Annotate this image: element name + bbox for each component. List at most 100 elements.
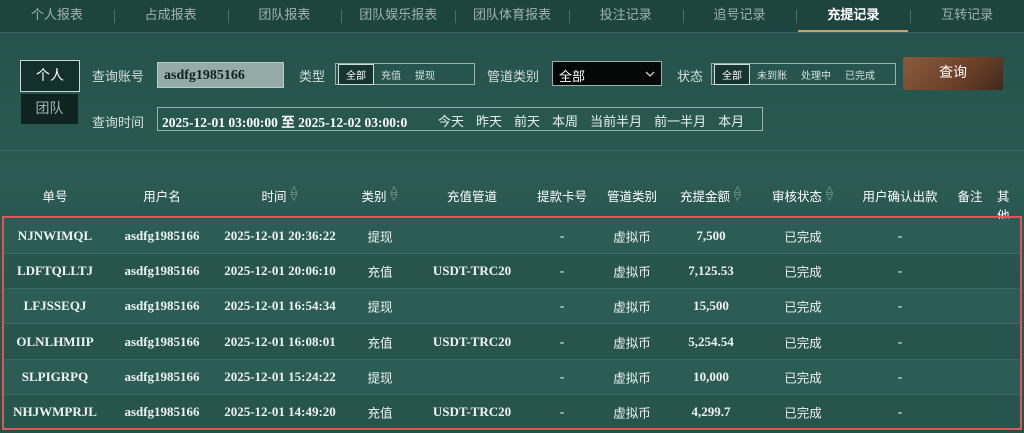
status-options: 全部 未到账 处理中 已完成 (711, 63, 896, 85)
cell-type: 充值 (367, 405, 393, 421)
quick-range[interactable]: 本月 (718, 115, 745, 130)
cell-time: 2025-12-01 16:08:01 (224, 333, 336, 349)
tab[interactable]: 团队娱乐报表 (359, 8, 438, 23)
quick-range[interactable]: 前一半月 (654, 115, 707, 130)
highlight-box (2, 216, 1022, 430)
cell-type: 充值 (367, 264, 393, 280)
cell-confirm: - (897, 368, 903, 384)
column-header: 充提金额 (679, 189, 731, 204)
status-label: 状态 (677, 70, 704, 85)
tab[interactable]: 占成报表 (144, 8, 197, 23)
table-row (4, 219, 1020, 254)
scope-personal[interactable]: 个人 (20, 60, 80, 92)
table-row (4, 254, 1020, 290)
cell-time: 2025-12-01 20:36:22 (224, 228, 336, 243)
cell-confirm: - (897, 228, 903, 243)
tab[interactable]: 追号记录 (713, 8, 766, 23)
channel-select[interactable]: 全部 (552, 61, 662, 86)
divider (0, 150, 1024, 151)
column-header: 审核状态 (771, 189, 823, 204)
account-label: 查询账号 (92, 70, 145, 85)
sort-icon: △ ▽ (734, 185, 741, 203)
cell-id: SLPIGRPQ (21, 368, 89, 384)
column-header: 提款卡号 (536, 189, 588, 204)
cell-card: - (559, 228, 565, 243)
tab-separator (341, 10, 343, 23)
tab[interactable]: 互转记录 (941, 8, 994, 23)
tab-separator (910, 10, 912, 23)
cell-time: 2025-12-01 20:06:10 (224, 263, 336, 279)
scope-team[interactable]: 团队 (21, 94, 78, 124)
cell-method: 虚拟币 (613, 229, 651, 245)
column-header: 类别 (361, 189, 387, 204)
cell-card: - (559, 368, 565, 384)
time-label: 查询时间 (92, 116, 145, 131)
cell-method: 虚拟币 (613, 335, 651, 351)
cell-amount: 10,000 (693, 368, 729, 384)
tab[interactable]: 个人报表 (30, 8, 83, 23)
cell-status: 已完成 (784, 299, 822, 315)
account-input[interactable]: asdfg1985166 (157, 62, 284, 88)
table-row (4, 359, 1020, 395)
quick-ranges: 今天 昨天 前天 本周 当前半月 前一半月 本月 (438, 111, 744, 130)
cell-type: 充值 (367, 335, 393, 351)
cell-type: 提现 (367, 229, 393, 245)
sort-icon: △ ▽ (826, 185, 833, 203)
query-button[interactable]: 查询 (903, 57, 1003, 90)
cell-time: 2025-12-01 15:24:22 (224, 368, 336, 384)
cell-user: asdfg1985166 (124, 228, 200, 243)
cell-channel: USDT-TRC20 (432, 263, 512, 279)
cell-type: 提现 (367, 370, 393, 386)
cell-confirm: - (897, 333, 903, 349)
tab[interactable]: 充提记录 (798, 0, 909, 32)
cell-amount: 5,254.54 (688, 333, 734, 349)
option[interactable]: 全部 (338, 63, 374, 85)
cell-method: 虚拟币 (613, 299, 651, 315)
column-header: 管道类别 (606, 189, 658, 204)
cell-time: 2025-12-01 14:49:20 (224, 404, 336, 419)
type-label: 类型 (299, 70, 326, 85)
cell-status: 已完成 (784, 335, 822, 351)
cell-id: NJNWIMQL (17, 228, 93, 243)
cell-amount: 4,299.7 (691, 404, 731, 419)
time-range[interactable]: 2025-12-01 03:00:00 至 2025-12-02 03:00:0 (162, 115, 408, 130)
cell-channel: USDT-TRC20 (432, 333, 512, 349)
tab-separator (796, 10, 798, 23)
tab-separator (455, 10, 457, 23)
option[interactable]: 处理中 (801, 70, 831, 82)
tab[interactable]: 投注记录 (599, 8, 652, 23)
cell-status: 已完成 (784, 229, 822, 245)
column-header: 时间 (261, 189, 287, 204)
channel-label: 管道类别 (487, 70, 540, 85)
cell-confirm: - (897, 404, 903, 419)
option[interactable]: 已完成 (845, 70, 875, 82)
quick-range[interactable]: 前天 (514, 115, 541, 130)
quick-range[interactable]: 当前半月 (590, 115, 643, 130)
cell-type: 提现 (367, 299, 393, 315)
cell-card: - (559, 298, 565, 314)
cell-status: 已完成 (784, 264, 822, 280)
column-header: 备注 (957, 189, 983, 204)
cell-user: asdfg1985166 (124, 404, 200, 419)
option[interactable]: 充值 (381, 70, 401, 82)
quick-range[interactable]: 昨天 (476, 115, 503, 130)
sort-icon: △ ▽ (390, 185, 398, 203)
cell-card: - (559, 404, 565, 419)
option[interactable]: 全部 (714, 63, 750, 85)
quick-range[interactable]: 今天 (438, 115, 465, 130)
tab-separator (568, 10, 570, 23)
cell-user: asdfg1985166 (124, 333, 200, 349)
column-header: 充值管道 (446, 189, 498, 204)
quick-range[interactable]: 本周 (552, 115, 579, 130)
tab-separator (113, 10, 115, 23)
column-header: 用户名 (143, 189, 181, 204)
tab[interactable]: 团队体育报表 (472, 8, 551, 23)
option[interactable]: 未到账 (757, 70, 787, 82)
channel-value: 全部 (559, 70, 586, 85)
type-options: 全部 充值 提现 (335, 63, 475, 85)
cell-id: LFJSSEQJ (23, 298, 87, 314)
cell-channel: USDT-TRC20 (432, 404, 512, 419)
option[interactable]: 提现 (415, 70, 435, 82)
tab[interactable]: 团队报表 (258, 8, 311, 23)
